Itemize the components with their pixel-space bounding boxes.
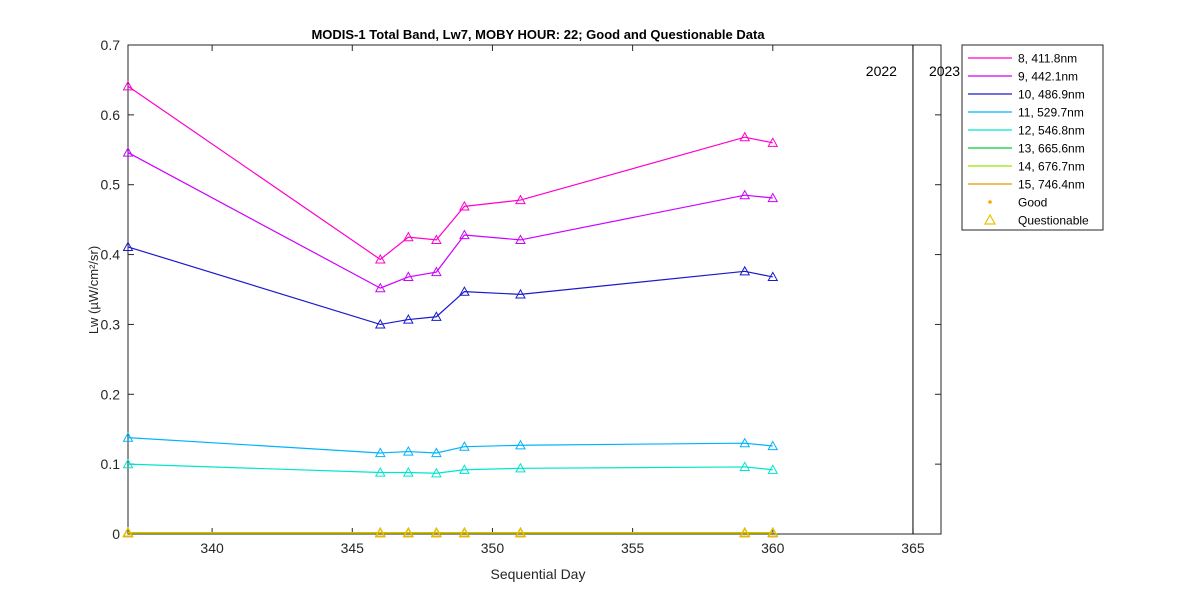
- data-point: [402, 314, 414, 324]
- year-label-left: 2022: [866, 63, 897, 79]
- data-point: [402, 446, 414, 456]
- data-point: [402, 271, 414, 282]
- data-point: [459, 441, 470, 451]
- questionable-marker: [374, 526, 386, 537]
- series-line-3: [127, 246, 773, 326]
- series-line-5: [127, 463, 773, 474]
- legend-good-marker: [988, 200, 992, 204]
- data-point: [402, 466, 414, 477]
- y-tick-label: 0.3: [101, 316, 121, 332]
- data-point: [374, 466, 386, 477]
- legend-label-5: 12, 546.8nm: [1018, 124, 1085, 138]
- legend-entries: 8, 411.8nm 9, 442.1nm 10, 486.9nm 11, 529.7…: [968, 52, 1089, 228]
- x-tick-label: 345: [341, 540, 365, 556]
- legend-label-6: 13, 665.6nm: [1018, 142, 1085, 156]
- legend: 8, 411.8nm 9, 442.1nm 10, 486.9nm 11, 529.7…: [961, 44, 1104, 231]
- y-tick-label: 0.1: [101, 456, 121, 472]
- y-tick-label: 0.6: [101, 107, 121, 123]
- y-tick-label: 0.7: [101, 37, 121, 53]
- data-point: [122, 147, 134, 157]
- y-tick-label: 0.4: [101, 247, 121, 263]
- data-point: [374, 282, 386, 293]
- y-tick-label: 0.5: [101, 177, 121, 193]
- data-point: [122, 432, 134, 442]
- x-axis-label: Sequential Day: [491, 566, 586, 582]
- questionable-marker: [739, 526, 751, 537]
- data-point: [739, 265, 751, 276]
- legend-label-3: 10, 486.9nm: [1018, 88, 1085, 102]
- data-point: [374, 318, 386, 329]
- data-point: [739, 189, 751, 200]
- data-point: [739, 461, 751, 472]
- series-line-2: [127, 152, 773, 289]
- x-tick-label: 355: [621, 540, 645, 556]
- data-point: [767, 192, 779, 203]
- data-point: [739, 131, 751, 142]
- data-point: [122, 458, 134, 469]
- data-point: [431, 467, 442, 478]
- data-point: [374, 447, 386, 458]
- data-point: [515, 234, 526, 245]
- data-point: [431, 311, 442, 321]
- plot-layer: 340 345 350 355 360 365 0 0.1 0.2 0.3 0.4 0.5 0.6 0.7…: [101, 37, 961, 556]
- chart-title: MODIS-1 Total Band, Lw7, MOBY HOUR: 22; …: [311, 27, 765, 42]
- data-point: [431, 234, 442, 245]
- data-point: [459, 464, 470, 474]
- legend-label-1: 8, 411.8nm: [1018, 52, 1077, 66]
- legend-label-8: 15, 746.4nm: [1018, 178, 1085, 192]
- y-tick-label: 0: [112, 526, 120, 542]
- questionable-marker: [122, 526, 134, 537]
- y-axis-label: Lw (µW/cm²/sr): [86, 246, 101, 334]
- data-point: [459, 286, 470, 296]
- data-point: [515, 194, 526, 205]
- data-point: [515, 462, 526, 473]
- data-point: [459, 200, 470, 211]
- questionable-marker: [402, 526, 414, 537]
- data-point: [515, 439, 526, 450]
- plot-area: [127, 44, 942, 535]
- data-point: [767, 137, 779, 147]
- questionable-marker: [430, 526, 442, 537]
- data-point: [767, 271, 779, 282]
- data-point: [767, 440, 779, 451]
- data-point: [122, 80, 134, 91]
- legend-questionable-label: Questionable: [1018, 214, 1089, 228]
- questionable-marker: [514, 526, 527, 537]
- x-tick-label: 350: [481, 540, 505, 556]
- data-point: [402, 231, 414, 242]
- legend-label-2: 9, 442.1nm: [1018, 70, 1078, 84]
- series-line-1: [127, 85, 773, 261]
- data-point: [122, 241, 134, 251]
- data-point: [515, 288, 526, 299]
- year-label-right: 2023: [929, 63, 960, 79]
- questionable-marker: [458, 526, 470, 537]
- x-tick-label: 360: [761, 540, 785, 556]
- data-point: [739, 437, 751, 448]
- x-tick-label: 365: [901, 540, 925, 556]
- data-point: [431, 266, 442, 277]
- x-tick-label: 340: [200, 540, 224, 556]
- legend-questionable-marker: [983, 213, 997, 225]
- data-point: [374, 253, 386, 264]
- data-point: [431, 447, 442, 458]
- y-tick-label: 0.2: [101, 386, 121, 402]
- questionable-marker: [767, 526, 779, 537]
- legend-label-7: 14, 676.7nm: [1018, 160, 1085, 174]
- series-line-4: [127, 436, 773, 454]
- data-point: [767, 464, 779, 474]
- legend-good-label: Good: [1018, 196, 1047, 210]
- legend-label-4: 11, 529.7nm: [1018, 106, 1084, 120]
- data-point: [459, 229, 470, 240]
